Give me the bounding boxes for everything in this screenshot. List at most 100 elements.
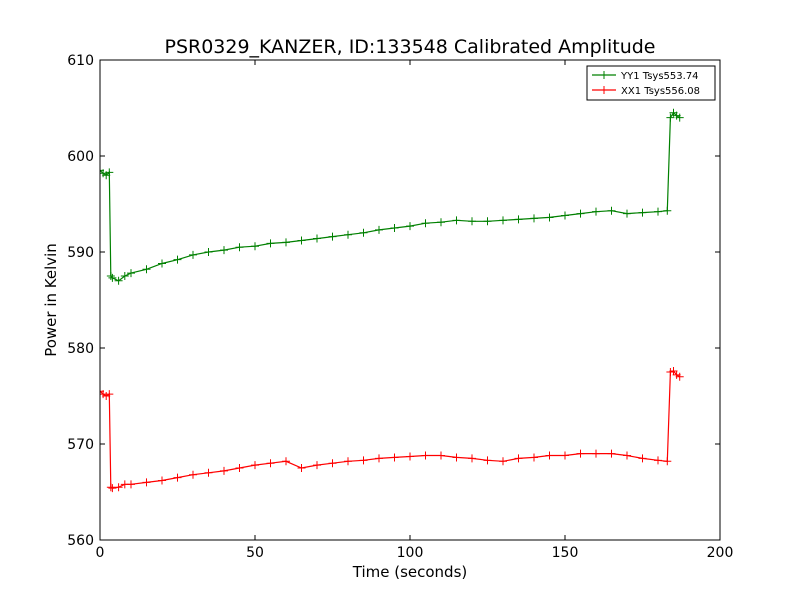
data-point [297,236,306,245]
data-point [561,211,569,220]
data-point [359,228,368,237]
series-1 [100,367,684,493]
legend-marker [600,71,608,79]
data-point [142,265,151,274]
data-point [158,259,166,268]
data-point [120,272,129,280]
data-point [654,456,662,465]
data-point [468,454,476,463]
data-point [576,449,585,458]
data-point [105,168,114,177]
data-point [390,453,399,462]
data-point [375,454,383,463]
data-point [220,246,228,255]
data-point [328,232,337,241]
data-point [607,449,616,458]
data-point [561,451,569,460]
data-point [514,454,523,463]
data-point [390,224,399,232]
data-point [142,478,151,487]
data-point [313,234,321,243]
axis-ticks: 0 50 100 150 200 560 570 580 590 600 610 [67,53,733,561]
data-point [514,215,523,224]
data-point [235,464,244,472]
data-point [592,207,600,216]
data-point [114,276,123,285]
data-point [468,217,476,226]
data-point [675,113,684,122]
chart-title: PSR0329_KANZER, ID:133548 Calibrated Amp… [164,36,655,58]
data-point [105,390,114,399]
data-point [545,451,554,460]
data-point [675,372,684,381]
data-point [638,208,647,217]
data-point [421,219,430,228]
data-point [127,269,135,278]
data-point [282,457,290,466]
data-point [266,239,275,248]
y-tick-label: 560 [67,533,94,549]
legend: YY1 Tsys553.74 XX1 Tsys556.08 [586,65,716,101]
data-point [235,243,244,252]
data-point [452,453,461,462]
data-point [530,453,538,462]
data-point [666,113,675,122]
data-point [499,216,507,225]
legend-marker [600,86,608,94]
x-tick-label: 200 [707,545,734,561]
data-point [108,273,117,282]
data-point [421,451,430,460]
x-tick-label: 100 [397,545,424,561]
legend-label: XX1 Tsys556.08 [621,86,700,97]
data-point [638,454,647,463]
plot-area [100,108,684,493]
data-point [375,225,383,234]
data-point [173,473,182,482]
data-point [452,216,461,225]
data-point [359,456,368,465]
x-tick-label: 50 [246,545,264,561]
data-point [108,484,117,493]
data-point [220,466,228,475]
x-axis-label: Time (seconds) [352,563,468,581]
data-point [530,214,538,223]
data-point [654,207,662,216]
x-tick-label: 150 [552,545,579,561]
data-point [297,464,306,472]
data-point [282,238,290,247]
data-point [592,449,600,458]
data-point [545,213,554,222]
data-point [106,483,115,492]
y-tick-label: 600 [67,149,94,165]
data-point [406,452,414,461]
data-point [623,209,631,218]
data-point [483,456,492,465]
data-point [251,461,259,470]
data-point [189,250,197,259]
data-point [483,217,492,226]
data-point [406,222,414,231]
x-tick-label: 0 [96,545,105,561]
y-axis-label: Power in Kelvin [42,243,60,357]
data-point [576,209,585,218]
data-point [106,272,115,280]
data-point [437,218,445,227]
data-point [204,248,213,256]
y-tick-label: 570 [67,437,94,453]
data-point [663,457,672,466]
data-point [328,459,337,468]
data-point [173,255,182,264]
y-tick-label: 580 [67,341,94,357]
data-point [313,461,321,470]
series-0 [100,108,684,285]
legend-box [586,65,716,101]
data-point [607,206,616,215]
data-point [158,476,166,485]
data-point [189,470,197,479]
legend-label: YY1 Tsys553.74 [620,71,699,82]
y-tick-label: 590 [67,245,94,261]
data-point [266,459,275,468]
data-point [623,451,631,460]
data-point [499,457,507,466]
data-point [251,242,259,251]
